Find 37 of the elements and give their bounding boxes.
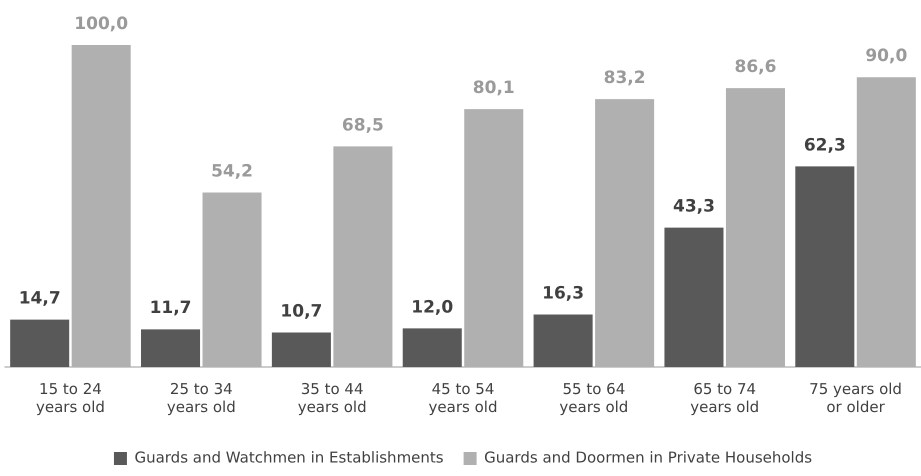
- x-tick-label: 65 to 74 years old: [690, 380, 760, 416]
- bar: [72, 45, 131, 367]
- x-tick-label: 35 to 44 years old: [298, 380, 367, 416]
- data-label: 14,7: [18, 288, 61, 309]
- bar: [664, 228, 724, 367]
- bar: [464, 109, 524, 367]
- legend-label: Guards and Watchmen in Establishments: [134, 448, 444, 466]
- data-label: 62,3: [804, 135, 846, 156]
- data-label: 86,6: [734, 57, 776, 78]
- bar: [272, 332, 331, 367]
- data-label: 11,7: [150, 298, 192, 318]
- bar: [10, 320, 70, 367]
- bar: [595, 99, 654, 367]
- x-tick-label: 55 to 64 years old: [559, 380, 628, 416]
- x-tick-label: 15 to 24 years old: [36, 380, 105, 416]
- data-label: 43,3: [672, 196, 715, 216]
- x-tick-label: 25 to 34 years old: [166, 380, 236, 416]
- bar: [402, 328, 462, 367]
- data-label: 68,5: [342, 115, 384, 136]
- bar: [534, 314, 593, 367]
- data-label: 90,0: [865, 46, 908, 66]
- data-label: 100,0: [74, 14, 128, 34]
- x-tick-label: 45 to 54 years old: [428, 380, 498, 416]
- bar: [856, 77, 916, 367]
- legend-label: Guards and Doormen in Private Households: [484, 448, 812, 466]
- data-label: 10,7: [280, 301, 322, 322]
- data-label: 80,1: [472, 78, 515, 98]
- data-label: 16,3: [542, 283, 584, 304]
- bar: [333, 146, 392, 367]
- bar: [202, 192, 262, 367]
- data-label: 83,2: [604, 68, 646, 88]
- bar: [726, 88, 785, 367]
- x-tick-label: 75 years old or older: [809, 380, 902, 416]
- bar: [795, 166, 854, 367]
- data-label: 12,0: [411, 297, 454, 318]
- bar: [141, 329, 200, 367]
- data-label: 54,2: [211, 161, 254, 182]
